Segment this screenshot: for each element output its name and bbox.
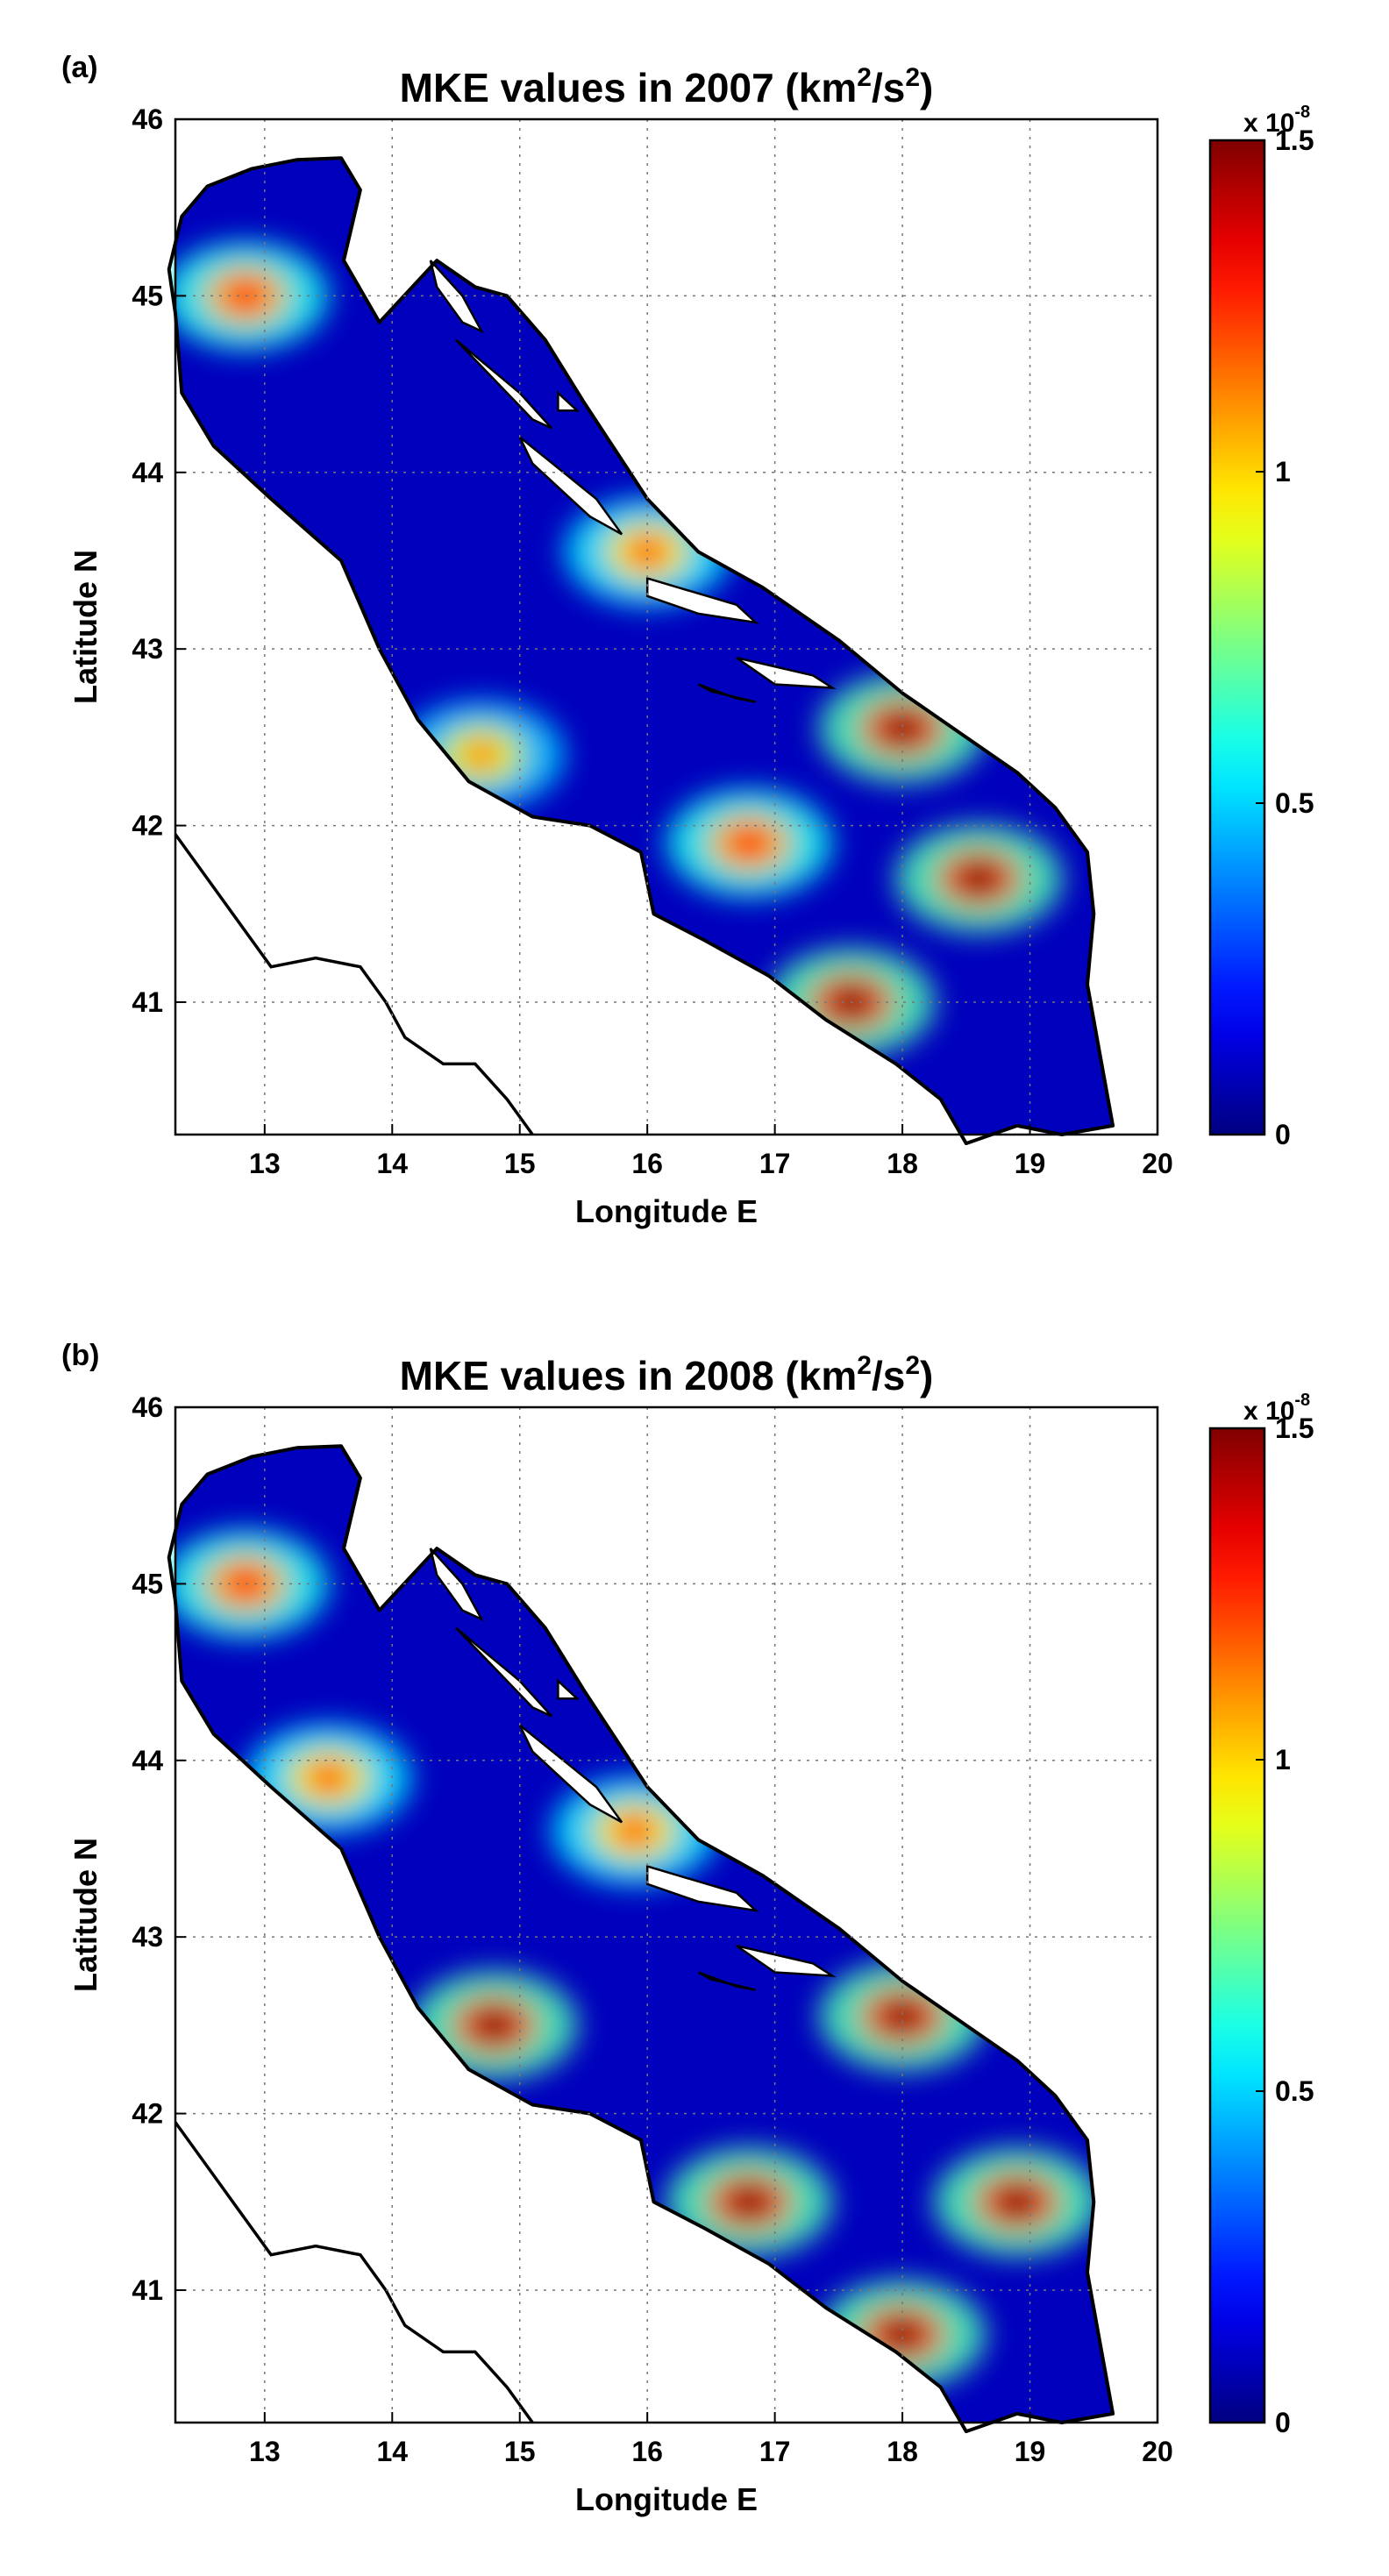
x-tick-label: 17	[759, 1148, 791, 1179]
island-outline	[455, 1626, 553, 1718]
island-outline	[736, 1944, 837, 1978]
mke-hotspot	[994, 2184, 1040, 2220]
y-tick-label: 43	[132, 1921, 163, 1953]
colorbar	[1208, 1427, 1266, 2424]
axes-frame	[174, 117, 1159, 1136]
island-outline	[518, 1724, 623, 1824]
island-outline	[455, 338, 553, 430]
colorbar-exponent: x 10-8	[1243, 103, 1310, 138]
y-tick-label: 46	[132, 103, 163, 135]
y-tick-label: 45	[132, 280, 163, 311]
x-tick-label: 19	[1015, 1148, 1046, 1179]
panel-a: (a) MKE values in 2007 (km2/s2) 13 14 15 16 17…	[61, 51, 1314, 1229]
colorbar	[1208, 139, 1266, 1136]
y-tick-label: 41	[132, 986, 163, 1018]
colorbar-tick-label: 0	[1275, 1119, 1291, 1150]
y-tick-label: 42	[132, 2098, 163, 2130]
mke-hotspot	[305, 1760, 352, 1796]
x-tick-label: 14	[376, 1148, 408, 1179]
island-outline	[736, 656, 837, 690]
x-tick-label: 20	[1142, 2436, 1173, 2467]
colorbar-tick-label: 1.5	[1275, 1413, 1314, 1444]
colorbar-tick-label: 0.5	[1275, 2075, 1314, 2107]
west-coastline	[174, 2121, 534, 2424]
x-tick-label: 17	[759, 2436, 791, 2467]
x-tick-label: 16	[631, 1148, 663, 1179]
x-axis-label: Longitude E	[575, 1193, 758, 1229]
y-tick-label: 42	[132, 810, 163, 842]
colorbar-exponent: x 10-8	[1243, 1391, 1310, 1426]
x-tick-label: 18	[887, 1148, 918, 1179]
island-outline	[697, 683, 757, 703]
mke-hotspot	[956, 860, 1002, 896]
mke-hotspot	[726, 825, 773, 861]
y-tick-label: 46	[132, 1391, 163, 1423]
mke-hotspot	[880, 710, 926, 746]
mke-hotspot	[459, 737, 505, 773]
mke-2008-chart: (b) MKE values in 2008 (km2/s2) 13 14 15 16 17…	[61, 1339, 1314, 2517]
x-tick-label: 15	[504, 1148, 536, 1179]
island-outline	[557, 1678, 581, 1700]
chart-title: MKE values in 2008 (km2/s2)	[400, 1351, 934, 1398]
west-coastline	[174, 833, 534, 1136]
x-axis-label: Longitude E	[575, 2481, 758, 2517]
y-tick-label: 43	[132, 633, 163, 665]
x-tick-label: 13	[249, 1148, 281, 1179]
x-tick-label: 19	[1015, 2436, 1046, 2467]
mke-hotspot	[880, 1998, 926, 2034]
mke-hotspot	[880, 2316, 926, 2352]
x-tick-label: 16	[631, 2436, 663, 2467]
panel-label: (b)	[61, 1339, 99, 1372]
panel-b: (b) MKE values in 2008 (km2/s2) 13 14 15 16 17…	[0, 1288, 1389, 2576]
colorbar-tick-label: 1	[1275, 1744, 1291, 1775]
mke-hotspot	[611, 1813, 658, 1849]
colorbar-tick-label: 1	[1275, 456, 1291, 487]
mke-hotspot	[624, 534, 671, 570]
axes-frame	[174, 1405, 1159, 2424]
coastline	[167, 156, 1115, 1146]
y-axis-label: Latitude N	[68, 1838, 103, 1992]
mke-hotspot	[726, 2184, 773, 2220]
chart-title: MKE values in 2007 (km2/s2)	[400, 63, 934, 110]
x-tick-label: 18	[887, 2436, 918, 2467]
colorbar-tick-label: 0	[1275, 2407, 1291, 2438]
x-tick-label: 13	[249, 2436, 281, 2467]
x-tick-label: 14	[376, 2436, 408, 2467]
y-tick-label: 44	[132, 457, 163, 488]
y-tick-label: 41	[132, 2274, 163, 2306]
panel-label: (a)	[61, 51, 98, 84]
colorbar-tick-label: 1.5	[1275, 125, 1314, 156]
mke-2007-chart: (a) MKE values in 2007 (km2/s2) 13 14 15 16 17…	[61, 51, 1314, 1229]
grid	[175, 1407, 1158, 2423]
island-outline	[697, 1971, 757, 1991]
grid	[175, 119, 1158, 1135]
mke-hotspot	[471, 2007, 517, 2043]
y-tick-label: 44	[132, 1745, 163, 1776]
y-axis-label: Latitude N	[68, 550, 103, 704]
x-tick-label: 15	[504, 2436, 536, 2467]
island-outline	[557, 390, 581, 412]
coastline	[167, 1444, 1115, 2434]
island-outline	[518, 436, 623, 536]
y-tick-label: 45	[132, 1568, 163, 1599]
x-tick-label: 20	[1142, 1148, 1173, 1179]
colorbar-tick-label: 0.5	[1275, 787, 1314, 819]
